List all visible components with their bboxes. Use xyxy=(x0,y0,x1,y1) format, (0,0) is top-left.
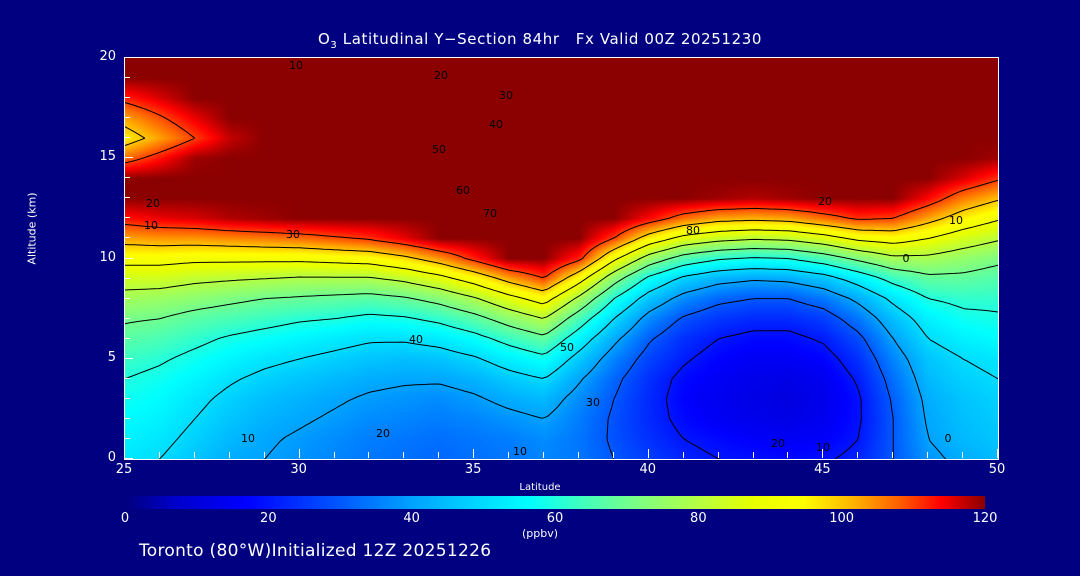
y-axis-title: Altitude (km) xyxy=(25,192,39,265)
colorbar xyxy=(125,496,985,509)
x-axis-tick xyxy=(857,452,859,458)
x-axis-tick xyxy=(473,449,475,458)
x-axis-label: 50 xyxy=(988,462,1006,477)
colorbar-tick-label: 80 xyxy=(690,511,707,526)
y-axis-tick xyxy=(124,437,130,439)
title-rest: Latitudinal Y−Section 84hr Fx Valid 00Z … xyxy=(337,30,763,48)
title-subscript: 3 xyxy=(330,40,338,51)
y-axis-tick xyxy=(124,337,130,339)
page-title: O3 Latitudinal Y−Section 84hr Fx Valid 0… xyxy=(0,30,1080,51)
y-axis-tick xyxy=(124,197,130,199)
x-axis-tick xyxy=(368,452,370,458)
y-axis-tick xyxy=(124,157,133,159)
y-axis-tick xyxy=(124,357,133,359)
x-axis-label: 35 xyxy=(464,462,482,477)
plot-area: 10 20 30 40 50 60 70 80 20 10 0 20 10 30 40 50 30 10 20 10 2… xyxy=(124,57,999,460)
ozone-heatmap-canvas xyxy=(125,58,998,459)
colorbar-tick-label: 0 xyxy=(120,511,130,526)
colorbar-tick-label: 100 xyxy=(829,511,855,526)
colorbar-tick-label: 60 xyxy=(546,511,564,526)
x-axis-tick xyxy=(682,452,684,458)
colorbar-tick-label: 20 xyxy=(260,511,277,526)
colorbar-tick-label: 120 xyxy=(972,511,998,526)
footer-caption: Toronto (80°W)Initialized 12Z 20251226 xyxy=(139,541,492,561)
x-axis-label: 40 xyxy=(639,462,657,477)
x-axis-tick xyxy=(193,452,195,458)
x-axis-tick xyxy=(962,452,964,458)
x-axis-tick xyxy=(333,452,335,458)
y-axis-tick xyxy=(124,297,130,299)
x-axis-title: Latitude xyxy=(519,482,561,493)
y-axis-tick xyxy=(124,317,130,319)
colorbar-gradient xyxy=(125,496,985,509)
x-axis-label: 25 xyxy=(115,462,133,477)
x-axis-tick xyxy=(298,449,300,458)
title-prefix: O xyxy=(317,30,331,48)
x-axis-tick xyxy=(647,449,649,458)
y-axis-tick xyxy=(124,77,130,79)
y-axis-tick xyxy=(124,97,130,99)
x-axis-tick xyxy=(752,452,754,458)
x-axis-tick xyxy=(158,452,160,458)
y-axis-tick xyxy=(124,57,133,58)
x-axis-label: 30 xyxy=(290,462,307,477)
y-axis-tick xyxy=(124,458,133,459)
x-axis-label: 45 xyxy=(814,462,831,477)
y-axis-tick xyxy=(124,117,130,119)
y-axis-tick xyxy=(124,417,130,419)
x-axis-tick xyxy=(263,452,265,458)
x-axis-tick xyxy=(508,452,510,458)
x-axis-tick xyxy=(228,452,230,458)
x-axis-tick xyxy=(892,452,894,458)
x-axis-tick xyxy=(403,452,405,458)
y-axis-tick xyxy=(124,377,130,379)
x-axis-tick xyxy=(822,449,824,458)
y-axis-tick xyxy=(124,397,130,399)
y-axis-label: 15 xyxy=(99,149,116,165)
y-axis-tick xyxy=(124,177,130,179)
x-axis-tick xyxy=(997,449,998,458)
x-axis-tick xyxy=(438,452,440,458)
y-axis-label: 20 xyxy=(99,49,116,64)
x-axis-tick xyxy=(124,449,125,458)
x-axis-tick xyxy=(927,452,929,458)
y-axis-tick xyxy=(124,237,130,239)
y-axis-tick xyxy=(124,217,130,219)
y-axis-label: 10 xyxy=(99,249,116,265)
x-axis-tick xyxy=(612,452,614,458)
colorbar-tick-label: 40 xyxy=(403,511,420,526)
y-axis-tick xyxy=(124,277,130,279)
y-axis-tick xyxy=(124,137,130,139)
y-axis-label: 5 xyxy=(107,349,116,365)
y-axis-label: 0 xyxy=(107,450,116,465)
x-axis-tick xyxy=(543,452,545,458)
x-axis-tick xyxy=(577,452,579,458)
x-axis-tick xyxy=(787,452,789,458)
y-axis-tick xyxy=(124,257,133,259)
colorbar-units-label: (ppbv) xyxy=(521,527,559,540)
x-axis-tick xyxy=(717,452,719,458)
